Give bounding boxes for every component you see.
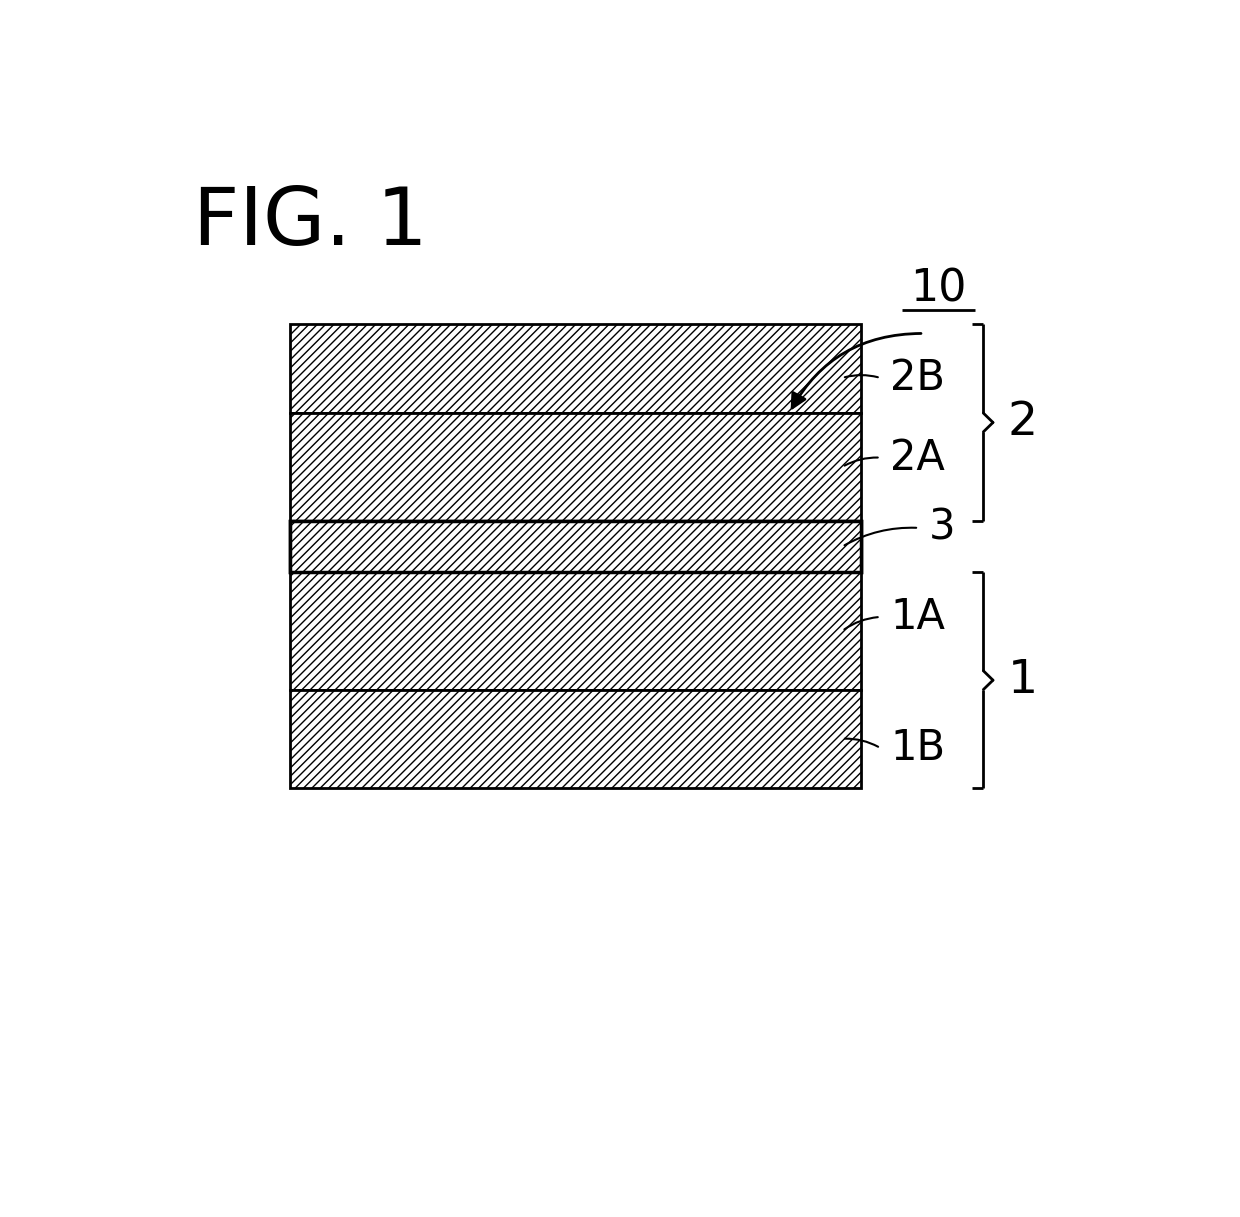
Bar [290, 521, 862, 572]
Text: 1A: 1A [890, 596, 945, 638]
Text: 2A: 2A [890, 437, 945, 478]
Text: 1B: 1B [890, 727, 945, 769]
Text: FIG. 1: FIG. 1 [193, 184, 428, 262]
Bar [290, 324, 862, 413]
Bar [290, 413, 862, 521]
Bar [290, 690, 862, 787]
Text: 1: 1 [1007, 657, 1038, 702]
Text: 2: 2 [1007, 400, 1038, 445]
Bar [290, 572, 862, 690]
Text: 10: 10 [910, 267, 966, 310]
Text: 2B: 2B [890, 357, 945, 399]
Text: 3: 3 [929, 507, 955, 549]
Bar [290, 521, 862, 572]
